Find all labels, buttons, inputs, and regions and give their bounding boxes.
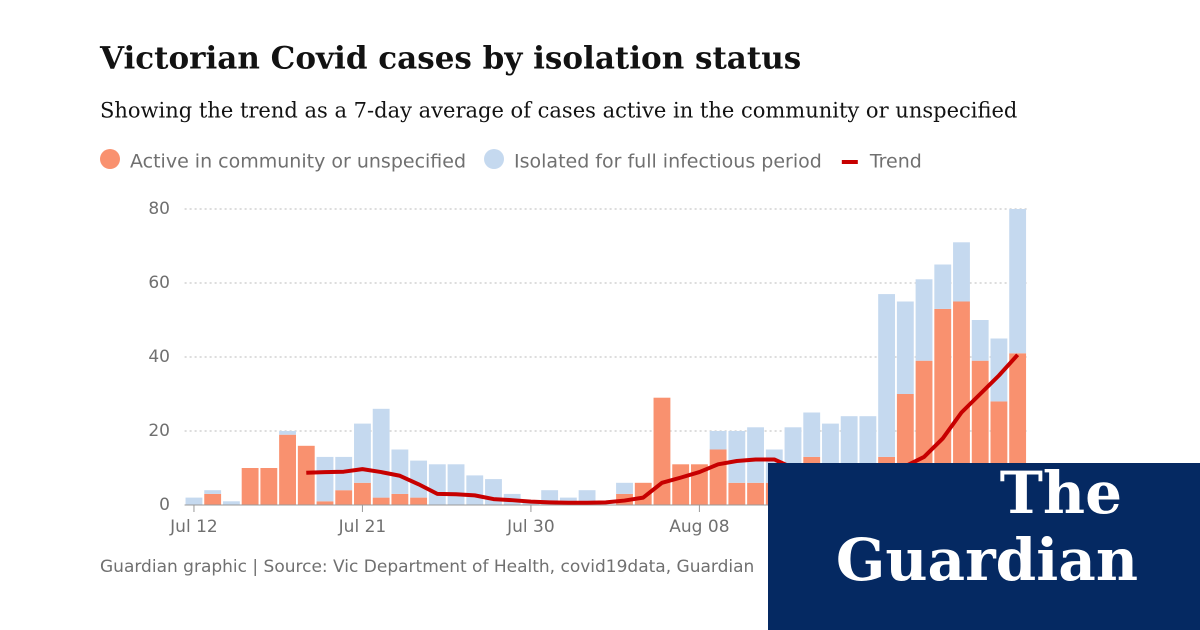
bar: [709, 449, 727, 505]
bar: [260, 468, 278, 505]
bar: [354, 482, 371, 505]
y-tick-label: 40: [148, 347, 170, 367]
bar: [896, 301, 914, 394]
bar: [953, 301, 970, 505]
bar: [297, 445, 315, 505]
x-tick-label: Aug 08: [669, 517, 729, 537]
legend-label: Active in community or unspecified: [130, 151, 466, 173]
bar: [391, 493, 409, 505]
legend-label: Isolated for full infectious period: [514, 151, 822, 173]
bar: [934, 264, 952, 309]
x-tick-label: Jul 30: [506, 517, 555, 537]
bar: [822, 423, 839, 472]
bar: [279, 431, 296, 435]
bar: [335, 490, 353, 505]
bar: [279, 434, 296, 505]
y-tick-label: 80: [148, 199, 170, 219]
bar: [354, 423, 371, 483]
logo-text: The: [1000, 459, 1122, 527]
bar: [447, 464, 465, 505]
bar: [466, 475, 484, 505]
x-tick-label: Jul 21: [338, 517, 387, 537]
y-tick-label: 60: [148, 273, 170, 293]
legend-swatch: [100, 149, 120, 169]
bar: [316, 501, 334, 505]
bar: [204, 493, 222, 505]
bar: [1009, 209, 1027, 354]
bar: [840, 416, 858, 476]
bar: [653, 397, 671, 505]
legend-label: Trend: [869, 151, 922, 173]
y-tick-label: 20: [148, 421, 170, 441]
bar: [934, 308, 952, 505]
x-tick-label: Jul 12: [169, 517, 218, 537]
bar: [878, 294, 896, 457]
bar: [204, 490, 222, 494]
bar: [915, 279, 933, 361]
bar: [316, 456, 334, 502]
source-note: Guardian graphic | Source: Vic Departmen…: [100, 557, 754, 577]
bar: [672, 464, 690, 505]
bar: [953, 242, 970, 302]
bar: [391, 449, 409, 494]
bar: [803, 412, 821, 457]
bar: [372, 408, 390, 498]
bar: [185, 497, 203, 505]
bar: [747, 482, 764, 505]
chart-title: Victorian Covid cases by isolation statu…: [99, 41, 801, 77]
bar: [859, 416, 877, 468]
bar: [241, 468, 259, 505]
bar: [428, 464, 446, 505]
legend: Active in community or unspecified Isolat…: [100, 149, 922, 173]
bar: [222, 501, 240, 505]
bar: [728, 482, 746, 505]
legend-swatch: [484, 149, 505, 169]
y-tick-label: 0: [159, 495, 170, 515]
logo-box: [768, 463, 1200, 630]
chart-subtitle: Showing the trend as a 7-day average of …: [100, 99, 1017, 123]
bar: [990, 338, 1008, 402]
bar: [709, 431, 727, 450]
bar: [410, 460, 428, 498]
bar: [971, 320, 989, 361]
bar: [616, 482, 633, 494]
bar: [747, 427, 764, 483]
bar: [372, 497, 390, 505]
bar: [728, 431, 746, 483]
bar: [410, 497, 428, 505]
logo-text: Guardian: [836, 526, 1138, 594]
